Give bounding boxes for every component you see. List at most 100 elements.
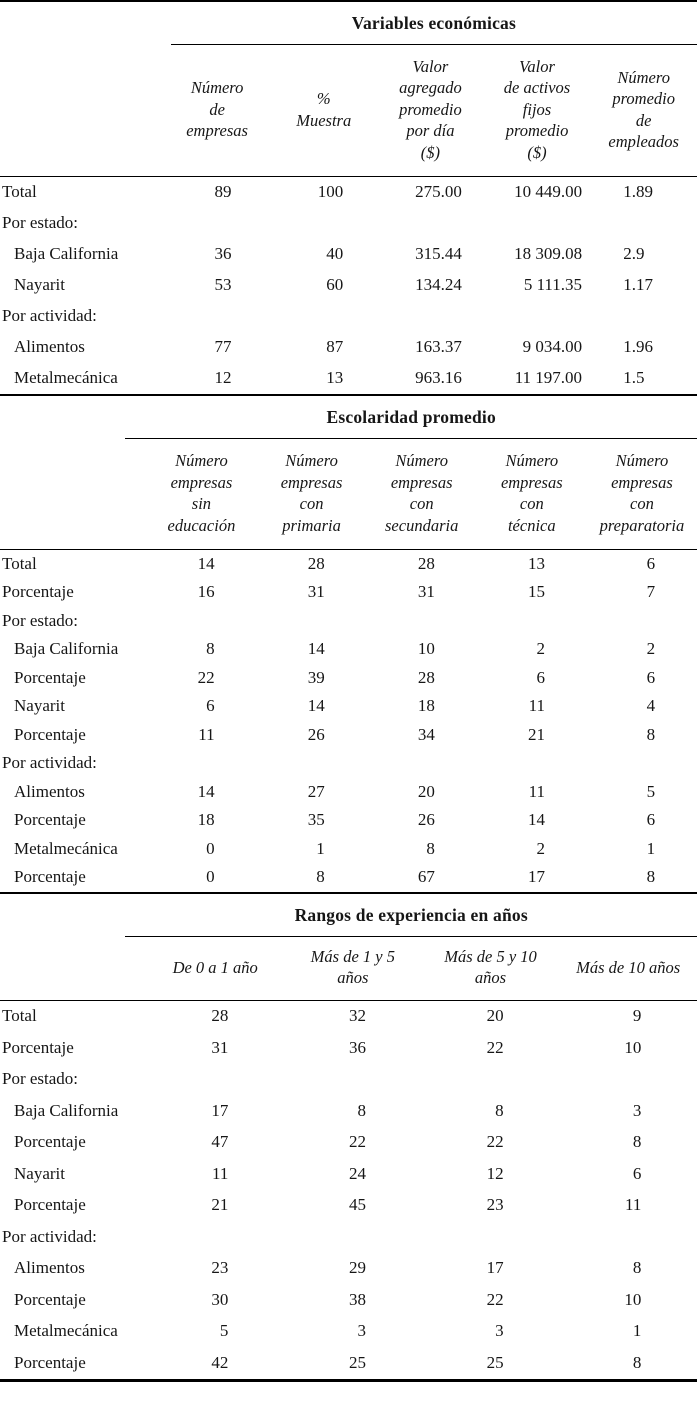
- cell-number: 11: [528, 696, 545, 716]
- column-header: Más de 1 y 5 años: [284, 936, 422, 1001]
- cell-value: 1: [587, 835, 697, 864]
- cell-value: 67: [367, 863, 477, 892]
- cell-value: 14: [146, 778, 256, 807]
- column-header: % Muestra: [270, 45, 378, 178]
- cell-value: 47: [146, 1127, 284, 1159]
- cell-value: [590, 301, 697, 332]
- cell-number: 10: [624, 1037, 642, 1057]
- cell-value: 6: [477, 664, 587, 693]
- cell-value: 22: [284, 1127, 422, 1159]
- cell-value: 22: [422, 1284, 560, 1316]
- cell-value: [587, 607, 697, 636]
- row-label: Metalmecánica: [14, 368, 118, 388]
- row-label: Porcentaje: [14, 724, 86, 744]
- cell-value: 31: [146, 1032, 284, 1064]
- cell-value: 23: [146, 1253, 284, 1285]
- cell-number: 3: [357, 1321, 367, 1341]
- cell-number: 0: [206, 838, 215, 858]
- row-label: Porcentaje: [14, 1195, 86, 1215]
- cell-value: 31: [367, 578, 477, 607]
- cell-number: 28: [417, 553, 435, 573]
- cell-value: 1.17: [590, 270, 697, 301]
- corner-cell: [0, 45, 164, 178]
- table-row: Baja California 36 40 315.44 18 309.08 2.9: [0, 239, 697, 270]
- table-row: Nayarit 6 14 18 11 4: [0, 692, 697, 721]
- cell-value: 31: [256, 578, 366, 607]
- cell-number: 1.96: [623, 337, 654, 357]
- row-label: Porcentaje: [2, 582, 74, 602]
- cell-number: 6: [206, 696, 215, 716]
- cell-value: 14: [146, 549, 256, 578]
- table-row: Porcentaje 18 35 26 14 6: [0, 806, 697, 835]
- row-label: Por actividad:: [2, 1226, 97, 1246]
- cell-number: 11: [624, 1195, 642, 1215]
- cell-value: 87: [270, 332, 377, 363]
- table-row: Por estado:: [0, 607, 697, 636]
- cell-number: 30: [211, 1289, 229, 1309]
- column-header: Más de 5 y 10 años: [421, 936, 560, 1001]
- cell-value: 11 197.00: [484, 363, 591, 394]
- cell-number: 53: [214, 275, 232, 295]
- cell-number: 25: [486, 1352, 504, 1372]
- table-row: Total 28 32 20 9: [0, 1000, 697, 1032]
- cell-value: [477, 749, 587, 778]
- cell-number: 1.5: [623, 368, 645, 388]
- table-row: Alimentos 23 29 17 8: [0, 1253, 697, 1285]
- cell-value: [284, 1064, 422, 1096]
- cell-value: [377, 301, 484, 332]
- cell-number: 1: [632, 1321, 642, 1341]
- cell-value: 40: [270, 239, 377, 270]
- cell-value: [146, 607, 256, 636]
- cell-value: 11: [146, 1158, 284, 1190]
- cell-value: [270, 301, 377, 332]
- cell-number: 45: [349, 1195, 367, 1215]
- cell-number: 35: [307, 810, 325, 830]
- cell-number: 9 034.00: [522, 337, 583, 357]
- cell-value: 23: [422, 1190, 560, 1222]
- row-label: Total: [2, 1006, 37, 1026]
- cell-number: 11: [211, 1163, 229, 1183]
- row-label: Baja California: [14, 1100, 119, 1120]
- cell-value: 8: [587, 863, 697, 892]
- cell-number: 31: [307, 582, 325, 602]
- table-row: Baja California 17 8 8 3: [0, 1095, 697, 1127]
- cell-number: 18: [417, 696, 435, 716]
- cell-value: [164, 301, 271, 332]
- cell-number: 963.16: [415, 368, 462, 388]
- column-header: Número empresas sin educación: [146, 439, 257, 550]
- cell-number: 8: [632, 1258, 642, 1278]
- cell-number: 8: [316, 867, 325, 887]
- cell-number: 77: [214, 337, 232, 357]
- cell-number: 5: [646, 781, 656, 801]
- cell-number: 40: [326, 244, 344, 264]
- cell-number: 29: [349, 1258, 367, 1278]
- column-header: De 0 a 1 año: [146, 936, 285, 1001]
- cell-value: 4: [587, 692, 697, 721]
- row-label: Baja California: [14, 639, 119, 659]
- cell-value: [367, 749, 477, 778]
- cell-number: 67: [417, 867, 435, 887]
- cell-value: 3: [559, 1095, 697, 1127]
- cell-number: 6: [536, 667, 545, 687]
- cell-value: 45: [284, 1190, 422, 1222]
- experience-section: Rangos de experiencia en años De 0 a 1 a…: [0, 894, 697, 1382]
- cell-number: 6: [646, 667, 656, 687]
- cell-number: 6: [632, 1163, 642, 1183]
- cell-number: 8: [495, 1100, 504, 1120]
- cell-value: 28: [367, 664, 477, 693]
- cell-number: 2.9: [623, 244, 645, 264]
- header-row: De 0 a 1 año Más de 1 y 5 años Más de 5 y …: [0, 936, 697, 1001]
- cell-value: 20: [422, 1000, 560, 1032]
- cell-value: 3: [284, 1316, 422, 1348]
- table-row: Alimentos 77 87 163.37 9 034.00 1.96: [0, 332, 697, 363]
- cell-number: 9: [632, 1006, 642, 1026]
- cell-value: 100: [270, 177, 377, 209]
- cell-number: 17: [486, 1258, 504, 1278]
- cell-value: 1: [559, 1316, 697, 1348]
- cell-value: 16: [146, 578, 256, 607]
- cell-number: 1: [316, 838, 325, 858]
- cell-value: 53: [164, 270, 271, 301]
- cell-number: 39: [307, 667, 325, 687]
- row-label: Porcentaje: [14, 1352, 86, 1372]
- cell-value: 6: [146, 692, 256, 721]
